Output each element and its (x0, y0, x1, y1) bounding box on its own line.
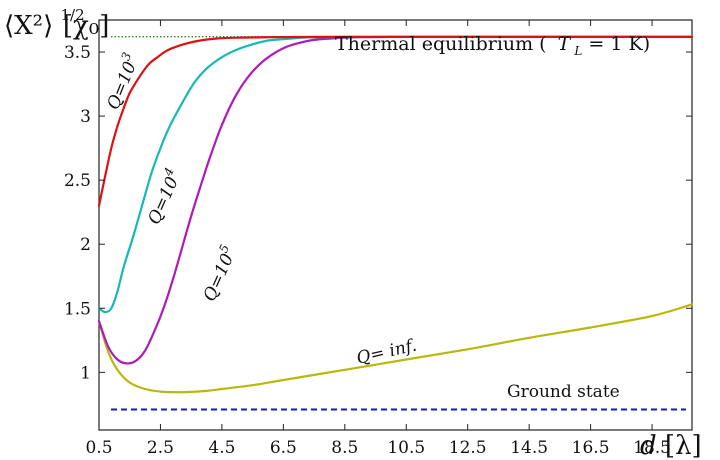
x-tick-label: 10.5 (387, 438, 425, 458)
axis-ticks: 0.5 2.5 4.5 6.5 8.5 10.5 12.5 14.5 16.5 18.5 1 1.5 2… (64, 20, 692, 458)
x-tick-label: 4.5 (208, 438, 235, 458)
y-tick-label: 3.5 (64, 43, 91, 63)
label-q1e4: Q=104 (141, 165, 186, 227)
series-line-q1e3 (97, 35, 694, 207)
y-tick-label: 2.5 (64, 171, 91, 191)
plot-frame (98, 19, 693, 431)
y-tick-label: 1.5 (64, 299, 91, 319)
x-tick-label: 14.5 (510, 438, 548, 458)
x-tick-label: 0.5 (85, 438, 112, 458)
y-tick-label: 1 (80, 363, 91, 383)
x-tick-label: 16.5 (572, 438, 610, 458)
series-line-q1e4 (97, 35, 694, 314)
y-tick-label: 3 (80, 107, 91, 127)
x-tick-label: 2.5 (147, 438, 174, 458)
x-tick-label: 8.5 (331, 438, 358, 458)
ground-state-label: Ground state (507, 382, 620, 402)
y-axis-label: ⟨X²⟩ 1/2 [χ₀] (4, 0, 109, 41)
x-tick-label: 18.5 (633, 438, 671, 458)
series-line-q1e5 (97, 35, 694, 365)
x-axis-label: d [λ] (640, 431, 702, 460)
thermal-equilibrium-label: Thermal equilibrium ( T L = 1 K) (335, 33, 650, 60)
x-tick-label: 6.5 (270, 438, 297, 458)
x-tick-label: 12.5 (449, 438, 487, 458)
label-q1e5: Q=105 (196, 242, 241, 304)
y-tick-label: 2 (80, 235, 91, 255)
series-line-qinf (97, 303, 694, 394)
series-lines (97, 35, 694, 394)
